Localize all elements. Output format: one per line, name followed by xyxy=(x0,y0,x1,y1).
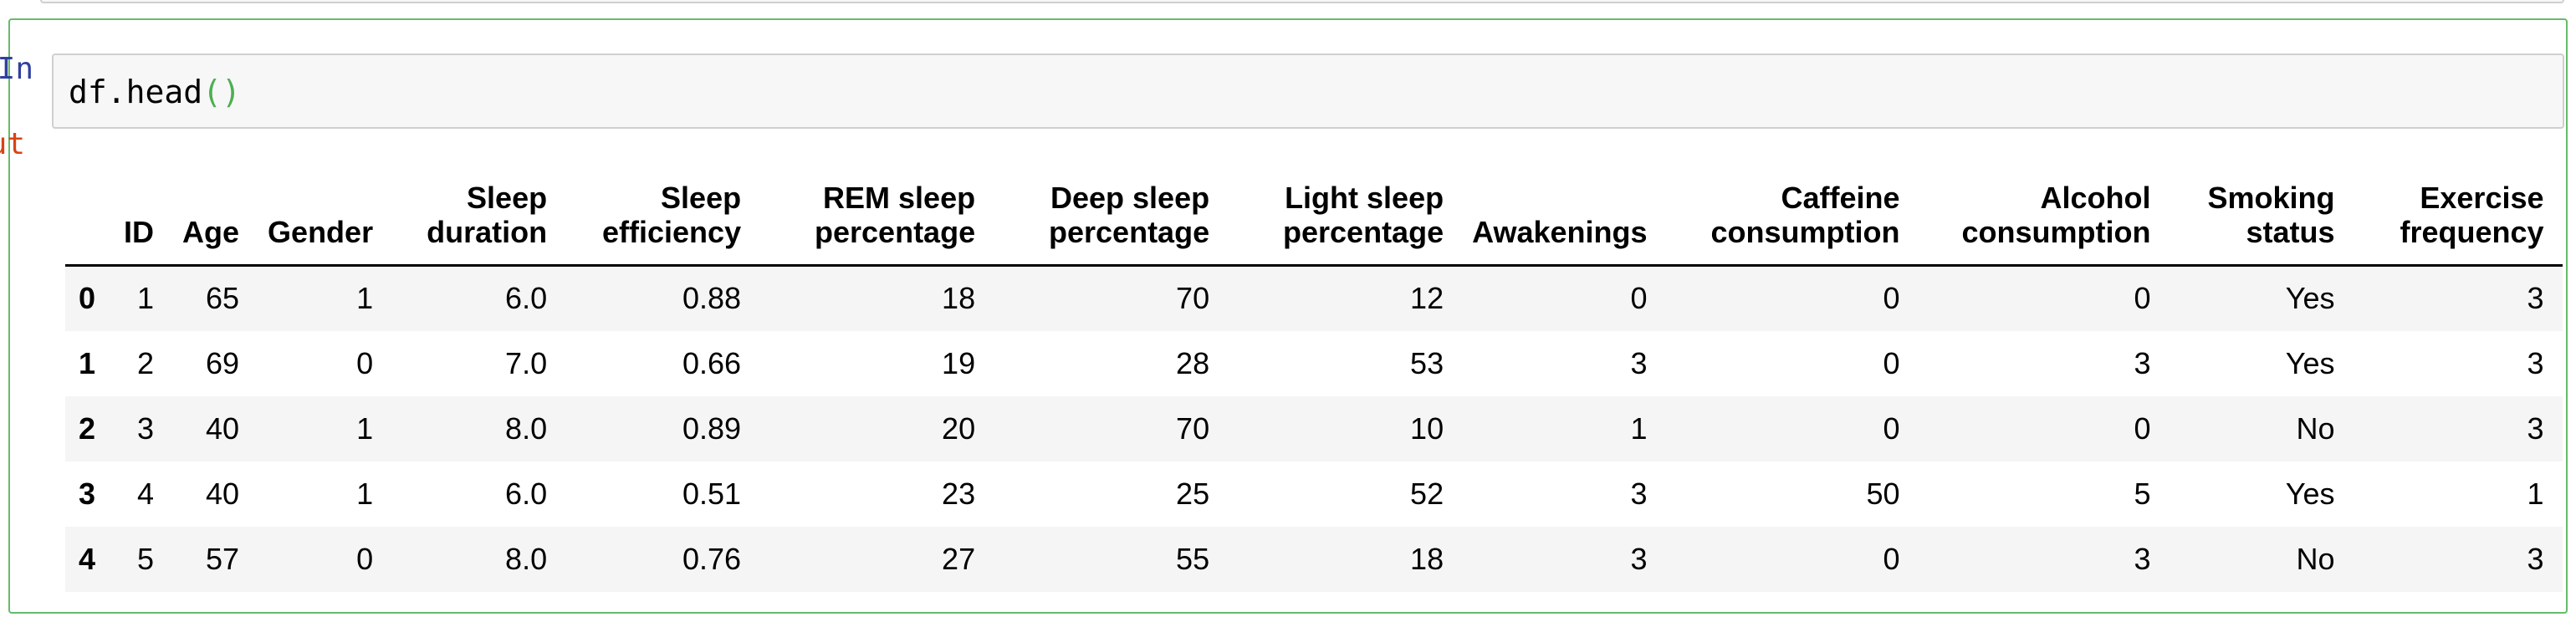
table-cell: No xyxy=(2296,410,2335,446)
table-cell: 0.66 xyxy=(682,345,742,380)
table-row: 3 4 40 1 6.0 0.51 23 25 52 3 50 5 Yes 1 xyxy=(65,461,2563,527)
table-cell: 1 xyxy=(2527,476,2544,511)
table-cell: 3 xyxy=(2134,541,2151,576)
table-cell: 8.0 xyxy=(505,541,548,576)
table-cell: 0 xyxy=(1883,410,1900,446)
table-cell: 18 xyxy=(942,281,976,316)
table-cell: 0 xyxy=(1883,281,1900,316)
table-cell: 3 xyxy=(2527,541,2544,576)
table-cell: 57 xyxy=(206,541,240,576)
column-header: ID xyxy=(114,181,173,267)
code-cell[interactable]: df.head() ID Age Gender Sleep duration S… xyxy=(8,18,2568,614)
table-row: 0 1 65 1 6.0 0.88 18 70 12 0 0 0 Yes 3 xyxy=(65,265,2563,331)
table-cell: 5 xyxy=(2134,476,2151,511)
table-cell: 1 xyxy=(1630,410,1648,446)
input-prompt: In [ ]: xyxy=(0,52,33,86)
code-parens: () xyxy=(202,74,241,110)
table-cell: 40 xyxy=(206,476,240,511)
table-cell: 10 xyxy=(1410,410,1444,446)
table-cell: 1 xyxy=(356,410,374,446)
table-cell: 0.76 xyxy=(682,541,742,576)
table-cell: 0 xyxy=(356,345,374,380)
row-index: 4 xyxy=(79,541,96,576)
table-cell: 3 xyxy=(1630,541,1648,576)
table-cell: 18 xyxy=(1410,541,1444,576)
table-cell: No xyxy=(2296,541,2335,576)
table-cell: 0.51 xyxy=(682,476,742,511)
column-header: REM sleep percentage xyxy=(759,181,994,267)
row-index: 1 xyxy=(79,345,96,380)
table-cell: Yes xyxy=(2285,345,2335,380)
table-cell: 50 xyxy=(1866,476,1900,511)
table-cell: 6.0 xyxy=(505,281,548,316)
table-header-row: ID Age Gender Sleep duration Sleep effic… xyxy=(65,181,2563,267)
table-cell: 52 xyxy=(1410,476,1444,511)
column-header: Gender xyxy=(258,181,392,267)
table-cell: 70 xyxy=(1176,281,1210,316)
row-index: 0 xyxy=(79,281,96,316)
column-header xyxy=(65,181,115,267)
table-cell: 4 xyxy=(137,476,155,511)
table-cell: 55 xyxy=(1176,541,1210,576)
table-cell: Yes xyxy=(2285,476,2335,511)
row-index: 3 xyxy=(79,476,96,511)
column-header: Sleep efficiency xyxy=(565,181,760,267)
table-row: 4 5 57 0 8.0 0.76 27 55 18 3 0 3 No 3 xyxy=(65,526,2563,592)
table-cell: 3 xyxy=(1630,476,1648,511)
table-cell: 3 xyxy=(1630,345,1648,380)
table-cell: 70 xyxy=(1176,410,1210,446)
column-header: Awakenings xyxy=(1462,181,1666,267)
column-header: Deep sleep percentage xyxy=(994,181,1229,267)
table-cell: 1 xyxy=(137,281,155,316)
column-header: Light sleep percentage xyxy=(1228,181,1463,267)
table-row: 2 3 40 1 8.0 0.89 20 70 10 1 0 0 No 3 xyxy=(65,395,2563,461)
table-cell: 28 xyxy=(1176,345,1210,380)
code-input-area[interactable]: df.head() xyxy=(52,54,2564,129)
table-cell: 5 xyxy=(137,541,155,576)
table-row: 1 2 69 0 7.0 0.66 19 28 53 3 0 3 Yes 3 xyxy=(65,331,2563,396)
table-cell: 12 xyxy=(1410,281,1444,316)
code-call: df.head xyxy=(69,74,203,110)
table-cell: 27 xyxy=(942,541,976,576)
table-cell: 8.0 xyxy=(505,410,548,446)
column-header: Sleep duration xyxy=(391,181,566,267)
column-header: Alcohol consumption xyxy=(1918,181,2170,267)
table-cell: 0.88 xyxy=(682,281,742,316)
output-prompt: Out[ ]: xyxy=(0,127,25,161)
column-header: Smoking status xyxy=(2169,181,2354,267)
row-index: 2 xyxy=(79,410,96,446)
table-cell: 20 xyxy=(942,410,976,446)
table-cell: 25 xyxy=(1176,476,1210,511)
table-cell: 0.89 xyxy=(682,410,742,446)
table-cell: 1 xyxy=(356,281,374,316)
table-cell: 3 xyxy=(2527,410,2544,446)
table-cell: 0 xyxy=(1883,541,1900,576)
table-cell: 19 xyxy=(942,345,976,380)
table-cell: 0 xyxy=(1883,345,1900,380)
table-cell: 3 xyxy=(137,410,155,446)
table-cell: 53 xyxy=(1410,345,1444,380)
table-cell: 1 xyxy=(356,476,374,511)
table-cell: 2 xyxy=(137,345,155,380)
table-cell: 7.0 xyxy=(505,345,548,380)
column-header: Age xyxy=(172,181,258,267)
table-cell: 0 xyxy=(2134,281,2151,316)
table-cell: 6.0 xyxy=(505,476,548,511)
table-cell: 65 xyxy=(206,281,240,316)
table-cell: Yes xyxy=(2285,281,2335,316)
table-cell: 0 xyxy=(356,541,374,576)
column-header: Caffeine consumption xyxy=(1665,181,1919,267)
table-cell: 23 xyxy=(942,476,976,511)
table-cell: 69 xyxy=(206,345,240,380)
column-header: Exercise frequency xyxy=(2353,181,2563,267)
previous-cell-edge xyxy=(40,0,2564,3)
table-cell: 3 xyxy=(2134,345,2151,380)
table-cell: 0 xyxy=(2134,410,2151,446)
table-cell: 3 xyxy=(2527,281,2544,316)
dataframe-table: ID Age Gender Sleep duration Sleep effic… xyxy=(65,181,2563,592)
table-cell: 0 xyxy=(1630,281,1648,316)
table-cell: 3 xyxy=(2527,345,2544,380)
code-text[interactable]: df.head() xyxy=(69,74,241,110)
table-cell: 40 xyxy=(206,410,240,446)
